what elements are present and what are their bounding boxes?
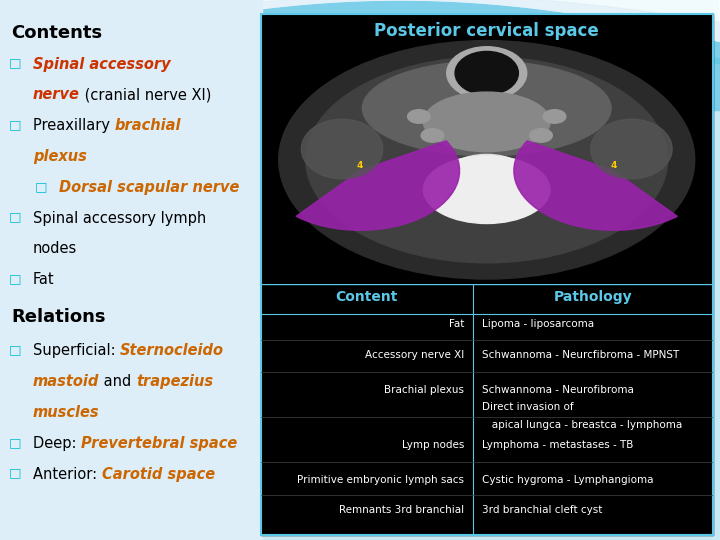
Text: □: □	[9, 57, 21, 70]
Ellipse shape	[446, 46, 528, 100]
Text: Fat: Fat	[33, 272, 55, 287]
Text: Accessory nerve XI: Accessory nerve XI	[365, 349, 464, 360]
Text: □: □	[9, 272, 21, 285]
Circle shape	[530, 129, 552, 142]
Ellipse shape	[279, 40, 695, 279]
Text: Carotid space: Carotid space	[102, 467, 215, 482]
Text: (cranial nerve XI): (cranial nerve XI)	[80, 87, 211, 103]
Ellipse shape	[437, 173, 536, 222]
Text: Prevertebral space: Prevertebral space	[81, 436, 238, 451]
Ellipse shape	[590, 119, 672, 179]
Text: □: □	[9, 211, 21, 224]
Text: and: and	[99, 374, 136, 389]
Text: Lymphoma - metastases - TB: Lymphoma - metastases - TB	[482, 440, 634, 450]
Text: Direct invasion of: Direct invasion of	[482, 402, 574, 412]
Circle shape	[421, 129, 444, 142]
Text: brachial: brachial	[114, 118, 181, 133]
Text: □: □	[35, 180, 47, 193]
Text: □: □	[9, 343, 21, 356]
Text: Dorsal scapular nerve: Dorsal scapular nerve	[58, 180, 239, 195]
Text: Preaxillary: Preaxillary	[33, 118, 114, 133]
Text: □: □	[9, 118, 21, 131]
Ellipse shape	[306, 57, 667, 263]
Bar	[261, 14, 713, 535]
Text: □: □	[9, 467, 21, 480]
Bar	[261, 14, 713, 535]
Text: Anterior:: Anterior:	[33, 467, 102, 482]
Text: Contents: Contents	[12, 24, 102, 42]
Text: Lymp nodes: Lymp nodes	[402, 440, 464, 450]
Text: Primitive embryonic lymph sacs: Primitive embryonic lymph sacs	[297, 475, 464, 484]
Text: □: □	[9, 436, 21, 449]
Text: Deep:: Deep:	[33, 436, 81, 451]
Text: Schwannoma - Neurofibroma: Schwannoma - Neurofibroma	[482, 384, 634, 395]
Wedge shape	[296, 141, 459, 230]
Circle shape	[544, 110, 566, 123]
Text: Lipoma - liposarcoma: Lipoma - liposarcoma	[482, 320, 594, 329]
Ellipse shape	[302, 119, 383, 179]
Text: 4: 4	[357, 161, 364, 170]
Ellipse shape	[441, 154, 532, 208]
Text: Schwannoma - Neurcfibroma - MPNST: Schwannoma - Neurcfibroma - MPNST	[482, 349, 680, 360]
Text: Cystic hygroma - Lymphangioma: Cystic hygroma - Lymphangioma	[482, 475, 654, 484]
Text: Pathology: Pathology	[554, 290, 632, 304]
Text: Sternocleido: Sternocleido	[120, 343, 224, 359]
Text: 4: 4	[610, 161, 616, 170]
Text: Relations: Relations	[12, 308, 106, 326]
Text: Remnants 3rd branchial: Remnants 3rd branchial	[339, 504, 464, 515]
Text: nerve: nerve	[33, 87, 80, 103]
Circle shape	[408, 110, 430, 123]
Text: trapezius: trapezius	[136, 374, 213, 389]
Text: Spinal accessory: Spinal accessory	[33, 57, 171, 72]
Bar	[0, 0, 262, 540]
Text: apical lungca - breastca - lymphoma: apical lungca - breastca - lymphoma	[482, 420, 683, 429]
Ellipse shape	[455, 51, 518, 95]
Text: 3rd branchial cleft cyst: 3rd branchial cleft cyst	[482, 504, 603, 515]
Text: Spinal accessory lymph: Spinal accessory lymph	[33, 211, 206, 226]
Text: mastoid: mastoid	[33, 374, 99, 389]
Text: muscles: muscles	[33, 405, 99, 420]
Ellipse shape	[469, 161, 505, 180]
Text: Fat: Fat	[449, 320, 464, 329]
Ellipse shape	[423, 92, 550, 152]
Text: Content: Content	[336, 290, 398, 304]
Wedge shape	[514, 141, 678, 230]
Ellipse shape	[423, 156, 550, 224]
Text: Brachial plexus: Brachial plexus	[384, 384, 464, 395]
Text: Posterior cervical space: Posterior cervical space	[374, 22, 599, 39]
Text: plexus: plexus	[33, 149, 87, 164]
Ellipse shape	[362, 61, 611, 156]
Text: nodes: nodes	[33, 241, 77, 256]
Text: Superficial:: Superficial:	[33, 343, 120, 359]
